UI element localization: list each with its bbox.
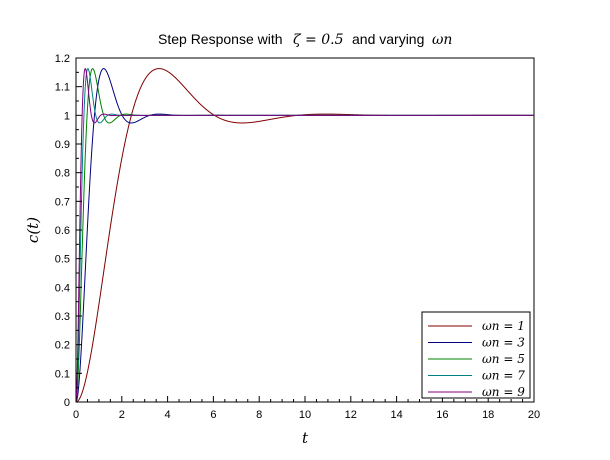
x-tick-label: 8 [256, 409, 262, 421]
legend-label-5: ωn = 9 [482, 385, 525, 399]
x-tick-label: 20 [528, 409, 540, 421]
y-tick-label: 0.9 [55, 139, 70, 151]
x-tick-label: 10 [299, 409, 311, 421]
title-omega: ωn [432, 32, 452, 48]
legend: ωn = 1 ωn = 3 ωn = 5 ωn = 7 ωn = 9 [421, 311, 531, 399]
y-tick-label: 0.5 [55, 254, 70, 266]
x-tick-label: 14 [390, 409, 402, 421]
legend-label-4: ωn = 7 [482, 369, 525, 383]
y-tick-label: 1.1 [55, 82, 70, 94]
x-tick-label: 12 [345, 409, 357, 421]
x-tick-label: 18 [482, 409, 494, 421]
series-curves [75, 67, 534, 403]
y-tick-label: 0.6 [55, 225, 70, 237]
y-tick-label: 0.8 [55, 168, 70, 180]
legend-label-1: ωn = 1 [482, 319, 525, 333]
x-axis-ticks: 0 2 4 6 8 10 12 14 16 18 20 [73, 396, 540, 421]
title-text-mid: and varying [352, 31, 424, 47]
title-text-start: Step Response with [158, 31, 283, 47]
title-zeta: ζ = 0.5 [293, 32, 344, 48]
x-tick-label: 0 [73, 409, 79, 421]
x-tick-label: 2 [119, 409, 125, 421]
y-tick-label: 0.2 [55, 340, 70, 352]
y-tick-label: 0 [64, 397, 70, 409]
series-line-5 [75, 67, 534, 403]
y-tick-label: 0.7 [55, 196, 70, 208]
legend-label-2: ωn = 3 [482, 336, 525, 350]
x-tick-label: 4 [165, 409, 171, 421]
legend-label-3: ωn = 5 [482, 352, 525, 366]
y-axis-ticks: 0 0.1 0.2 0.3 0.4 0.5 0.6 0.7 0.8 0.9 1 1.1 1.2 [55, 53, 82, 409]
y-tick-label: 1 [64, 110, 70, 122]
y-tick-label: 0.1 [55, 368, 70, 380]
y-tick-label: 1.2 [55, 53, 70, 65]
y-axis-label: c(t) [24, 217, 42, 243]
x-tick-label: 6 [210, 409, 216, 421]
chart-title: Step Response with ζ = 0.5 and varying ω… [158, 31, 452, 48]
x-axis-label: t [302, 429, 309, 447]
x-tick-label: 16 [436, 409, 448, 421]
y-tick-label: 0.4 [55, 282, 70, 294]
y-tick-label: 0.3 [55, 311, 70, 323]
